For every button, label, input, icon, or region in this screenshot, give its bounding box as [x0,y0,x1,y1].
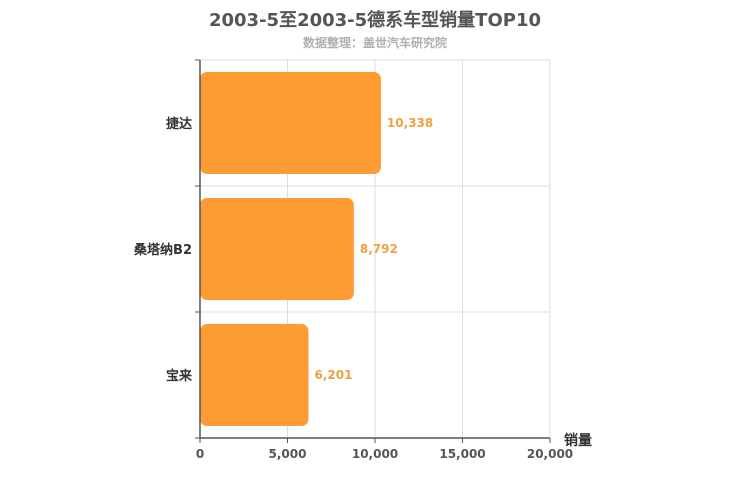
bar [200,72,381,174]
x-tick-label: 0 [196,447,204,461]
labels: 10,338 捷达 8,792 桑塔纳B2 6,201 宝来 0 5,000 10,000 15,… [133,116,573,461]
bars [200,72,381,426]
category-label: 捷达 [166,116,192,132]
category-label: 宝来 [166,368,193,384]
bar [200,324,309,426]
category-label: 桑塔纳B2 [133,242,192,258]
axes [195,59,551,443]
data-label: 6,201 [315,368,353,382]
x-tick-label: 15,000 [439,447,485,461]
bar [200,198,354,300]
x-tick-label: 10,000 [352,447,398,461]
x-tick-label: 20,000 [527,447,573,461]
data-label: 10,338 [387,116,433,130]
x-tick-label: 5,000 [269,447,307,461]
data-label: 8,792 [360,242,398,256]
x-axis-title: 销量 [564,432,592,449]
chart-title: 2003-5至2003-5德系车型销量TOP10 [208,10,541,31]
chart-subtitle: 数据整理：盖世汽车研究院 [302,36,447,50]
